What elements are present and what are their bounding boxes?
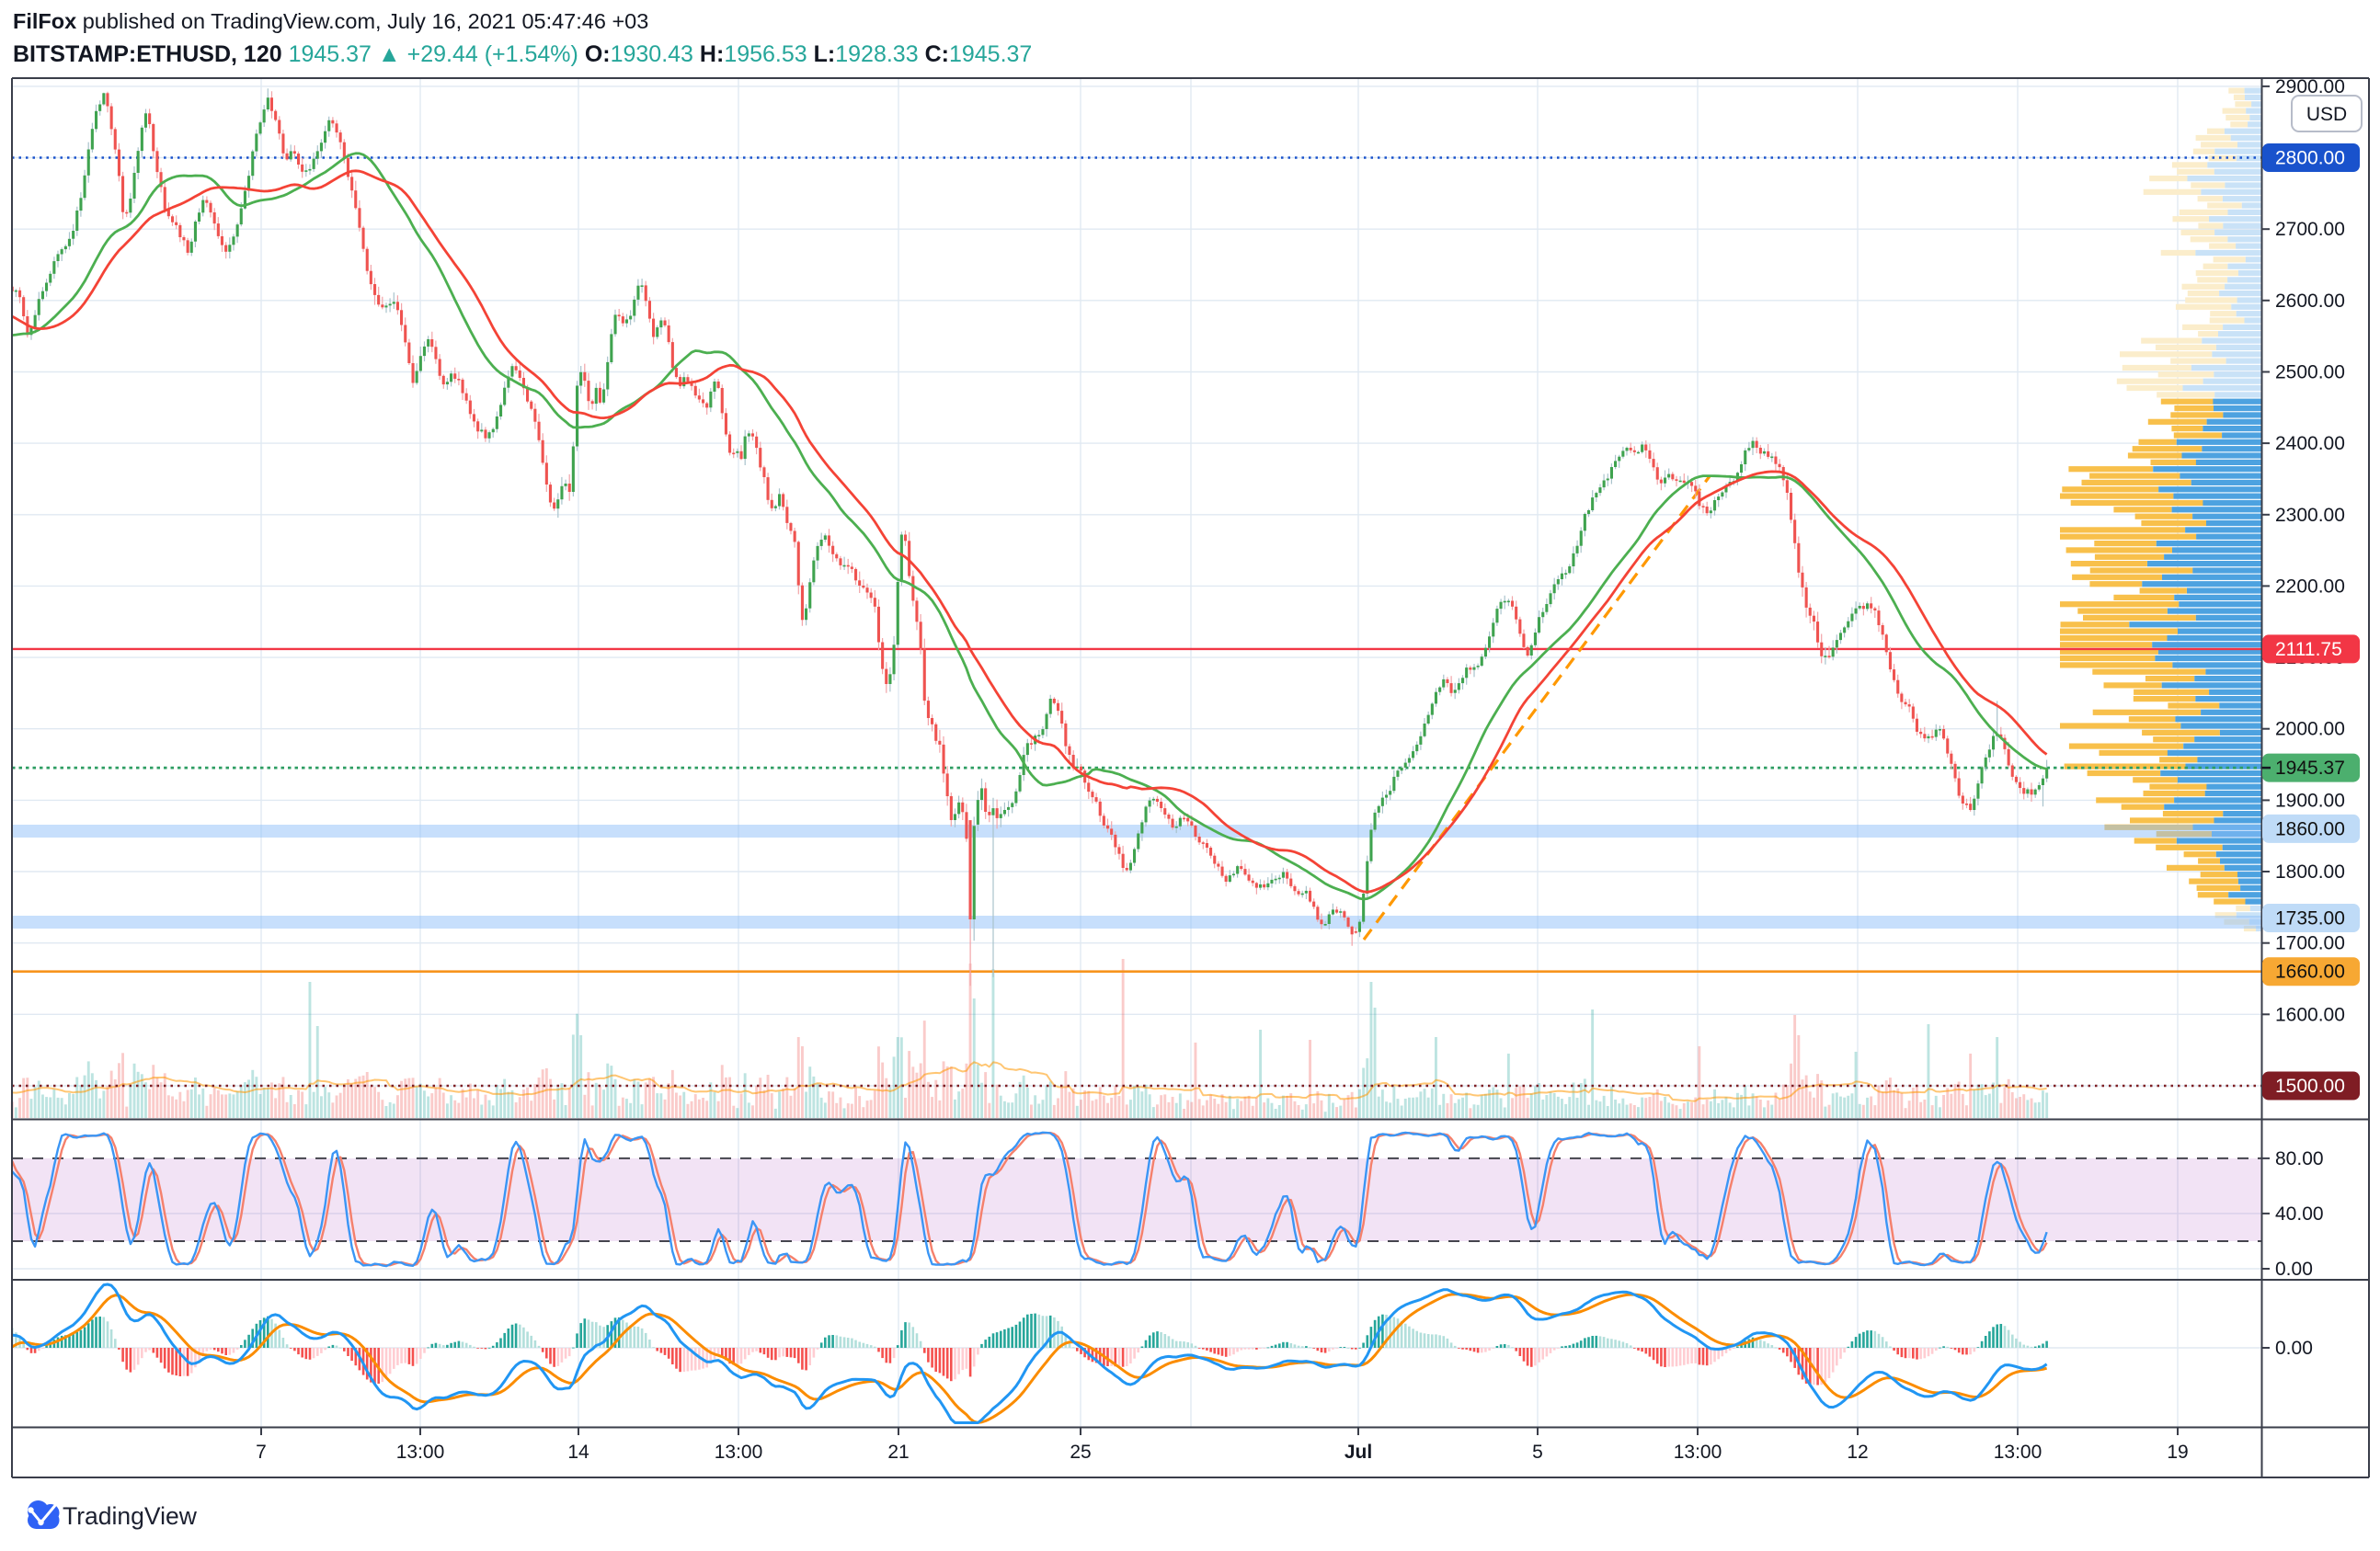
svg-text:12: 12 (1847, 1442, 1868, 1463)
svg-text:2400.00: 2400.00 (2275, 433, 2345, 454)
svg-text:2200.00: 2200.00 (2275, 576, 2345, 597)
svg-text:7: 7 (256, 1442, 267, 1463)
svg-text:2500.00: 2500.00 (2275, 362, 2345, 383)
svg-text:1945.37: 1945.37 (2275, 758, 2345, 779)
svg-text:1500.00: 1500.00 (2275, 1076, 2345, 1097)
svg-text:0.00: 0.00 (2275, 1259, 2313, 1280)
svg-text:1600.00: 1600.00 (2275, 1004, 2345, 1025)
svg-text:2300.00: 2300.00 (2275, 505, 2345, 526)
svg-text:13:00: 13:00 (396, 1442, 445, 1463)
svg-text:2000.00: 2000.00 (2275, 719, 2345, 740)
svg-text:13:00: 13:00 (1994, 1442, 2042, 1463)
svg-text:1735.00: 1735.00 (2275, 908, 2345, 929)
svg-text:14: 14 (567, 1442, 589, 1463)
svg-text:2700.00: 2700.00 (2275, 219, 2345, 240)
svg-text:1860.00: 1860.00 (2275, 818, 2345, 839)
svg-text:19: 19 (2167, 1442, 2188, 1463)
svg-text:1800.00: 1800.00 (2275, 861, 2345, 883)
svg-text:2600.00: 2600.00 (2275, 291, 2345, 312)
svg-text:1900.00: 1900.00 (2275, 790, 2345, 811)
svg-text:FilFox published on TradingVie: FilFox published on TradingView.com, Jul… (13, 9, 648, 33)
svg-text:25: 25 (1070, 1442, 1091, 1463)
svg-text:21: 21 (887, 1442, 909, 1463)
svg-text:Jul: Jul (1344, 1442, 1372, 1463)
svg-text:13:00: 13:00 (715, 1442, 763, 1463)
svg-text:13:00: 13:00 (1674, 1442, 1722, 1463)
svg-text:5: 5 (1532, 1442, 1543, 1463)
svg-text:80.00: 80.00 (2275, 1148, 2324, 1169)
svg-text:TradingView: TradingView (63, 1502, 198, 1530)
svg-text:2800.00: 2800.00 (2275, 148, 2345, 169)
svg-text:2111.75: 2111.75 (2275, 639, 2342, 660)
svg-text:1700.00: 1700.00 (2275, 933, 2345, 954)
svg-text:BITSTAMP:ETHUSD, 120 1945.37 ▲: BITSTAMP:ETHUSD, 120 1945.37 ▲ +29.44 (+… (13, 41, 1032, 67)
svg-text:2900.00: 2900.00 (2275, 76, 2345, 97)
svg-text:0.00: 0.00 (2275, 1338, 2313, 1359)
svg-text:USD: USD (2306, 104, 2347, 125)
svg-text:40.00: 40.00 (2275, 1203, 2324, 1225)
svg-text:1660.00: 1660.00 (2275, 962, 2345, 983)
